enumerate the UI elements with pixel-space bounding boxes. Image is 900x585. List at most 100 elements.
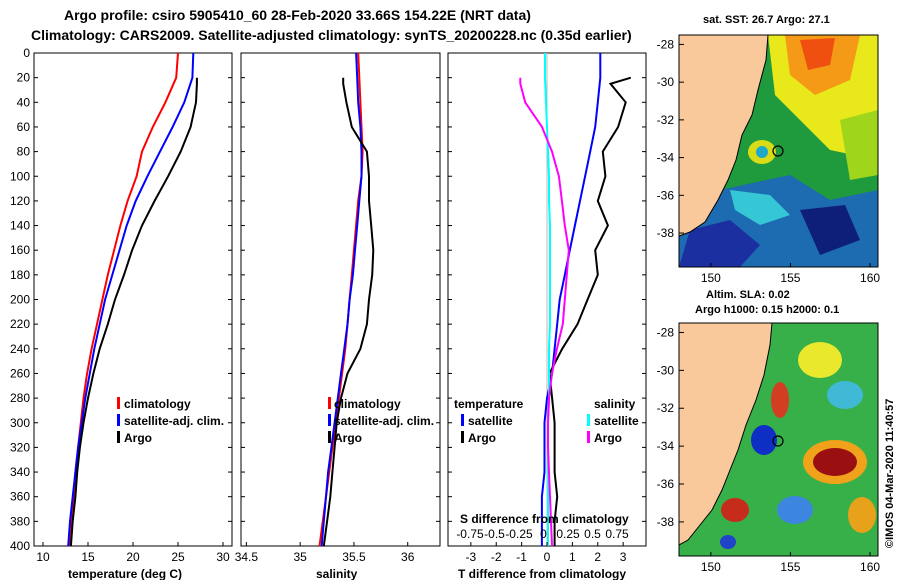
depth-tick-label: 380: [10, 514, 30, 528]
title-line-1: Argo profile: csiro 5905410_60 28-Feb-20…: [64, 7, 531, 23]
lat-tick-label: -38: [657, 515, 675, 529]
lat-tick-label: -34: [657, 439, 675, 453]
legend-label-argo: Argo: [124, 431, 152, 445]
s-diff-tick-label: 0.75: [605, 527, 629, 541]
depth-tick-label: 300: [10, 416, 30, 430]
series-line-satellite-adj-clim-: [68, 53, 193, 546]
sst-eddy-core: [756, 146, 768, 158]
depth-tick-label: 360: [10, 490, 30, 504]
s-diff-tick-label: 0.25: [556, 527, 580, 541]
legend-label-s-argo: Argo: [594, 431, 622, 445]
legend-label-satellite: satellite-adj. clim.: [124, 414, 224, 428]
salinity-legend: climatology satellite-adj. clim. Argo: [328, 397, 434, 445]
sla-map: [679, 323, 878, 556]
depth-tick-label: 60: [17, 120, 31, 134]
legend-swatch-argo: [117, 431, 120, 443]
lat-tick-label: -30: [657, 75, 675, 89]
legend-label-satellite: satellite-adj. clim.: [334, 414, 434, 428]
temperature-legend: climatology satellite-adj. clim. Argo: [117, 397, 224, 445]
legend-swatch-climatology: [117, 397, 120, 409]
legend-label-t-argo: Argo: [468, 431, 496, 445]
x-tick-label: 20: [126, 550, 140, 564]
lat-tick-label: -36: [657, 188, 675, 202]
s-diff-axis-label: S difference from climatology: [460, 512, 629, 526]
legend-label-argo: Argo: [334, 431, 362, 445]
depth-tick-label: 160: [10, 243, 30, 257]
series-line-satellite-adj-clim-: [322, 53, 362, 546]
x-tick-label: 0: [544, 550, 551, 564]
lat-tick-label: -36: [657, 477, 675, 491]
lon-tick-label: 160: [860, 560, 880, 574]
depth-tick-label: 320: [10, 440, 30, 454]
salinity-axis-label: salinity: [316, 567, 358, 580]
depth-tick-label: 220: [10, 317, 30, 331]
depth-tick-label: 280: [10, 391, 30, 405]
legend-heading-temperature: temperature: [454, 397, 524, 411]
legend-swatch-argo: [328, 431, 331, 443]
x-tick-label: -3: [466, 550, 477, 564]
x-tick-label: 3: [620, 550, 627, 564]
depth-tick-label: 260: [10, 366, 30, 380]
sla-high-1: [798, 342, 842, 378]
s-diff-tick-label: -0.25: [505, 527, 533, 541]
s-diff-tick-label: -0.75: [456, 527, 484, 541]
s-diff-tick-label: 0: [540, 527, 547, 541]
depth-tick-label: 100: [10, 169, 30, 183]
x-tick-label: 10: [36, 550, 50, 564]
depth-tick-label: 140: [10, 219, 30, 233]
lat-tick-label: -38: [657, 226, 675, 240]
salinity-panel-frame: [241, 53, 440, 546]
x-tick-label: 35: [293, 550, 307, 564]
depth-tick-label: 40: [17, 95, 31, 109]
t-diff-axis-label: T difference from climatology: [458, 567, 626, 580]
depth-tick-label: 120: [10, 194, 30, 208]
legend-label-climatology: climatology: [334, 397, 401, 411]
lon-tick-label: 155: [780, 560, 800, 574]
legend-label-climatology: climatology: [124, 397, 191, 411]
legend-swatch-satellite: [117, 414, 120, 426]
lon-tick-label: 160: [860, 271, 880, 285]
temperature-series: [68, 53, 197, 546]
depth-tick-label: 0: [23, 46, 30, 60]
depth-tick-label: 340: [10, 465, 30, 479]
depth-tick-label: 240: [10, 342, 30, 356]
s-diff-tick-label: -0.5: [484, 527, 505, 541]
x-tick-label: 2: [594, 550, 601, 564]
legend-swatch-satellite: [328, 414, 331, 426]
legend-swatch-s-satellite: [587, 414, 590, 426]
x-tick-label: 35.5: [342, 550, 366, 564]
lon-tick-label: 155: [780, 271, 800, 285]
x-tick-label: 30: [216, 550, 230, 564]
sla-high-2: [771, 382, 789, 418]
legend-heading-salinity: salinity: [594, 397, 636, 411]
sla-low-3: [777, 496, 813, 524]
temperature-axis-label: temperature (deg C): [68, 567, 182, 580]
sst-map: [679, 35, 878, 267]
lon-tick-label: 150: [701, 271, 721, 285]
lon-tick-label: 150: [701, 560, 721, 574]
x-tick-label: 15: [81, 550, 95, 564]
sla-high-5: [848, 497, 876, 533]
sla-high-4: [721, 498, 749, 522]
title-line-2: Climatology: CARS2009. Satellite-adjuste…: [31, 27, 632, 43]
legend-swatch-climatology: [328, 397, 331, 409]
legend-swatch-t-argo: [461, 431, 464, 443]
lat-tick-label: -28: [657, 37, 675, 51]
series-line-climatology: [320, 53, 363, 546]
x-tick-label: 36: [401, 550, 415, 564]
x-tick-label: 1: [569, 550, 576, 564]
depth-tick-label: 400: [10, 539, 30, 553]
imos-stamp: ©IMOS 04-Mar-2020 11:40:57: [884, 399, 896, 548]
x-tick-label: 25: [171, 550, 185, 564]
legend-label-t-satellite: satellite: [468, 414, 513, 428]
temperature-panel-frame: [34, 53, 232, 546]
depth-tick-label: 80: [17, 145, 31, 159]
sla-map-title-1: Altim. SLA: 0.02: [706, 289, 790, 301]
legend-label-s-satellite: satellite: [594, 414, 639, 428]
figure-canvas: Argo profile: csiro 5905410_60 28-Feb-20…: [0, 0, 900, 580]
lat-tick-label: -32: [657, 401, 675, 415]
legend-swatch-s-argo: [587, 431, 590, 443]
depth-tick-label: 200: [10, 293, 30, 307]
lat-tick-label: -28: [657, 325, 675, 339]
lat-tick-label: -34: [657, 151, 675, 165]
